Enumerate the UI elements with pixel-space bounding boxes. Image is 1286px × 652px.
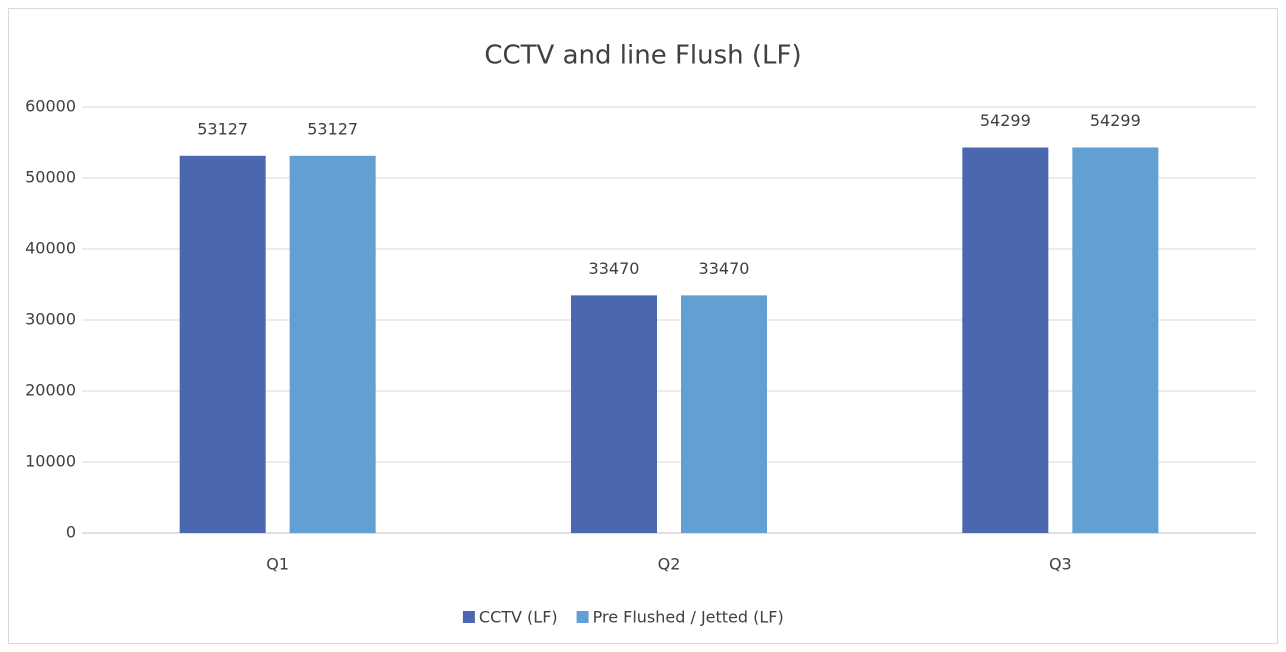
y-tick-label: 60000 (25, 97, 76, 116)
y-tick-label: 40000 (25, 239, 76, 258)
data-label: 33470 (699, 259, 750, 278)
data-label: 33470 (589, 259, 640, 278)
x-tick-label: Q1 (266, 555, 289, 574)
y-tick-label: 20000 (25, 381, 76, 400)
y-tick-label: 50000 (25, 168, 76, 187)
x-tick-label: Q3 (1049, 555, 1072, 574)
y-tick-label: 10000 (25, 452, 76, 471)
data-label: 54299 (1090, 111, 1141, 130)
data-label: 53127 (307, 119, 358, 138)
legend-swatch (462, 611, 475, 623)
chart-title: CCTV and line Flush (LF) (484, 41, 801, 71)
y-tick-label: 0 (66, 523, 76, 542)
legend-swatch (576, 611, 589, 623)
bar (289, 155, 376, 534)
bar (962, 147, 1049, 533)
x-tick-label: Q2 (658, 555, 681, 574)
bar (1072, 147, 1159, 533)
data-label: 53127 (197, 119, 248, 138)
bar (179, 155, 266, 534)
legend-label: Pre Flushed / Jetted (LF) (593, 608, 784, 627)
y-tick-label: 30000 (25, 310, 76, 329)
bar (681, 295, 767, 533)
bar (571, 295, 657, 533)
legend-label: CCTV (LF) (479, 608, 558, 627)
data-label: 54299 (980, 111, 1031, 130)
